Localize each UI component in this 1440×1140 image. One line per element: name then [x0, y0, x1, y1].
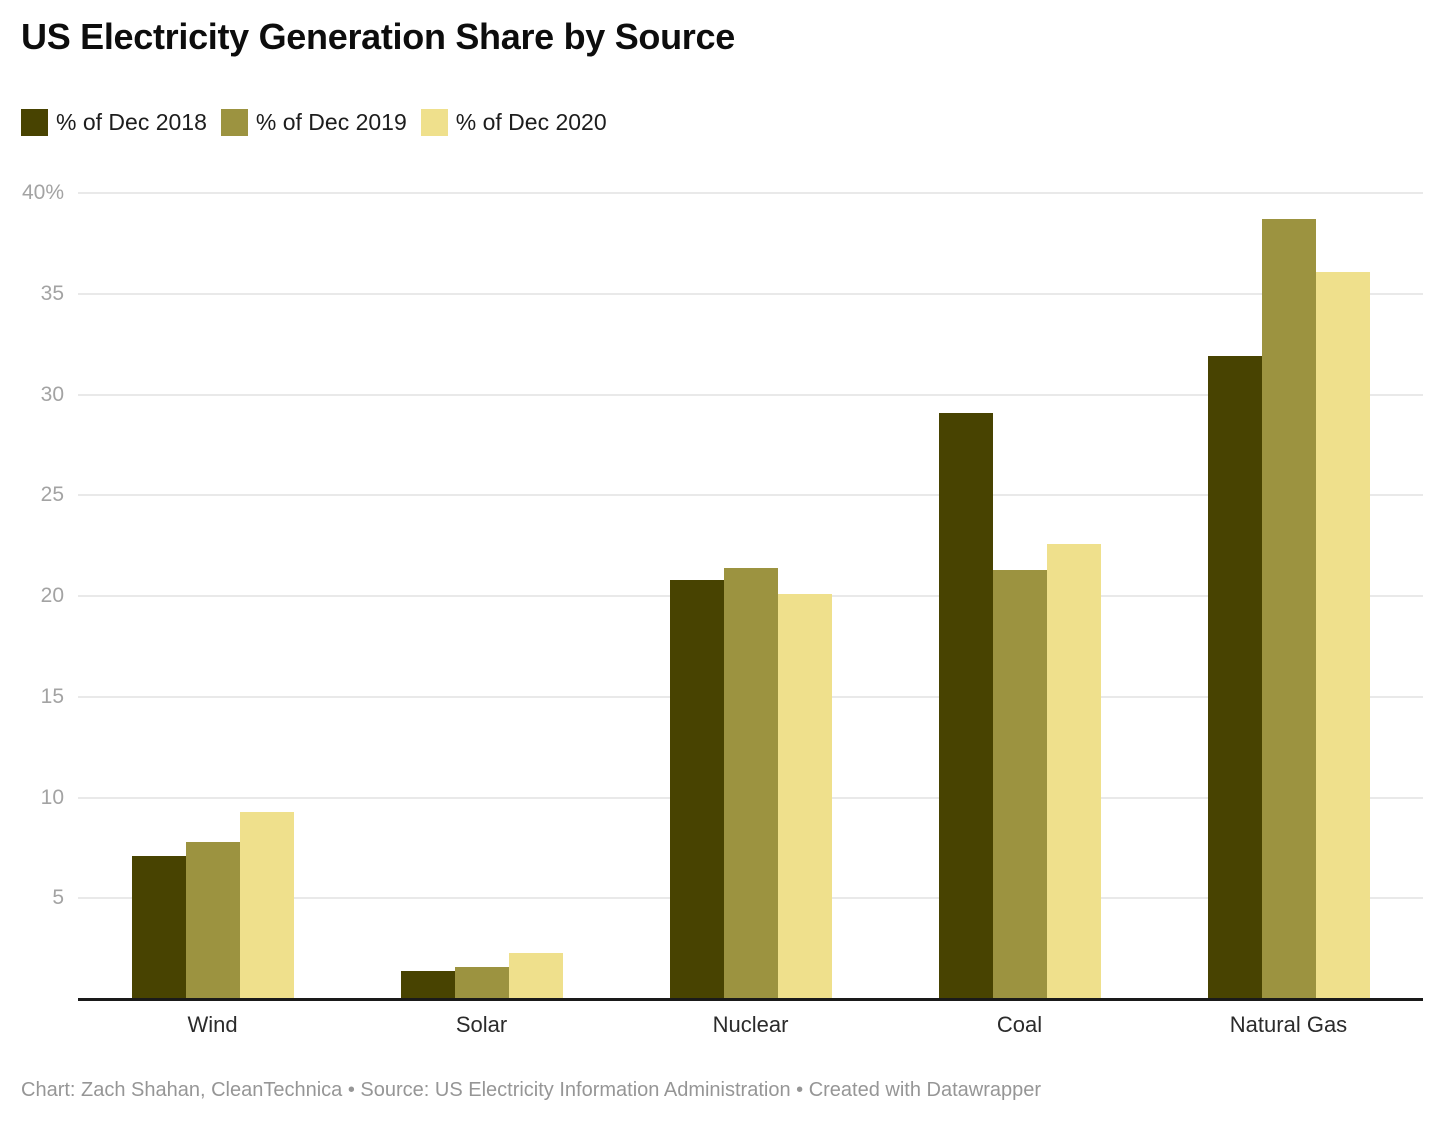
- bar-natural-gas-2018: [1207, 356, 1262, 999]
- bar-group-natural-gas: [1154, 193, 1423, 999]
- bar-natural-gas-2020: [1315, 271, 1370, 999]
- bar-wind-2018: [131, 855, 186, 999]
- y-axis: 5 10 15 20 25 30 35 40%: [0, 181, 66, 999]
- bar-cluster-coal: [938, 193, 1101, 999]
- gridline-30: [78, 393, 1423, 396]
- bar-solar-2020: [508, 952, 563, 999]
- y-axis-tick-label-30: 30: [40, 382, 64, 406]
- legend-swatch-icon: [220, 109, 248, 136]
- y-axis-tick-label-5: 5: [52, 886, 64, 910]
- legend-item-label: % of Dec 2019: [255, 109, 407, 135]
- gridline-40: [78, 192, 1423, 194]
- bar-group-coal: [885, 193, 1154, 999]
- bar-solar-2018: [400, 970, 455, 999]
- bar-coal-2018: [938, 412, 993, 999]
- bar-wind-2019: [185, 841, 240, 999]
- y-axis-tick-label-15: 15: [40, 684, 64, 708]
- gridline-35: [78, 292, 1423, 295]
- bar-nuclear-2018: [669, 579, 724, 999]
- x-axis-label-natural-gas: Natural Gas: [1229, 1012, 1348, 1037]
- bar-coal-2020: [1046, 543, 1101, 999]
- bar-cluster-natural-gas: [1207, 193, 1370, 999]
- x-axis-label-wind: Wind: [187, 1012, 238, 1037]
- legend: % of Dec 2018 % of Dec 2019 % of Dec 2020: [21, 109, 621, 136]
- bar-cluster-wind: [131, 193, 294, 999]
- bar-cluster-solar: [400, 193, 563, 999]
- legend-item-%-of-dec-2019: % of Dec 2019: [220, 109, 407, 136]
- bar-cluster-nuclear: [669, 193, 832, 999]
- x-axis-line: [78, 998, 1423, 1001]
- legend-swatch-icon: [21, 109, 48, 136]
- bars-layer: [78, 193, 1423, 999]
- legend-swatch-icon: [420, 109, 448, 136]
- y-axis-tick-label-40: 40%: [21, 181, 64, 204]
- bar-group-nuclear: [616, 193, 885, 999]
- bar-solar-2019: [454, 966, 509, 999]
- x-axis-labels: Wind Solar Nuclear Coal Natural Gas: [78, 1012, 1423, 1038]
- bar-group-solar: [347, 193, 616, 999]
- y-axis-tick-label-35: 35: [40, 281, 64, 305]
- plot-area: [78, 192, 1423, 1001]
- bar-natural-gas-2019: [1261, 219, 1316, 999]
- legend-item-%-of-dec-2020: % of Dec 2020: [420, 109, 607, 136]
- bar-group-wind: [78, 193, 347, 999]
- bar-wind-2020: [239, 811, 294, 999]
- footer-credit: Chart: Zach Shahan, CleanTechnica • Sour…: [21, 1079, 1042, 1101]
- x-axis-label-solar: Solar: [455, 1012, 508, 1037]
- y-axis-tick-label-10: 10: [40, 785, 64, 809]
- x-axis-label-coal: Coal: [996, 1012, 1043, 1037]
- bar-nuclear-2020: [777, 594, 832, 999]
- bar-nuclear-2019: [723, 567, 778, 999]
- y-axis-tick-label-20: 20: [40, 584, 64, 607]
- bar-coal-2019: [992, 569, 1047, 999]
- gridline-25: [78, 494, 1423, 497]
- legend-item-label: % of Dec 2020: [455, 109, 607, 135]
- x-axis-label-nuclear: Nuclear: [712, 1012, 789, 1037]
- legend-item-label: % of Dec 2018: [56, 109, 207, 135]
- y-axis-tick-label-25: 25: [40, 483, 64, 507]
- legend-item-%-of-dec-2018: % of Dec 2018: [21, 109, 207, 136]
- chart-title: US Electricity Generation Share by Sourc…: [21, 16, 735, 57]
